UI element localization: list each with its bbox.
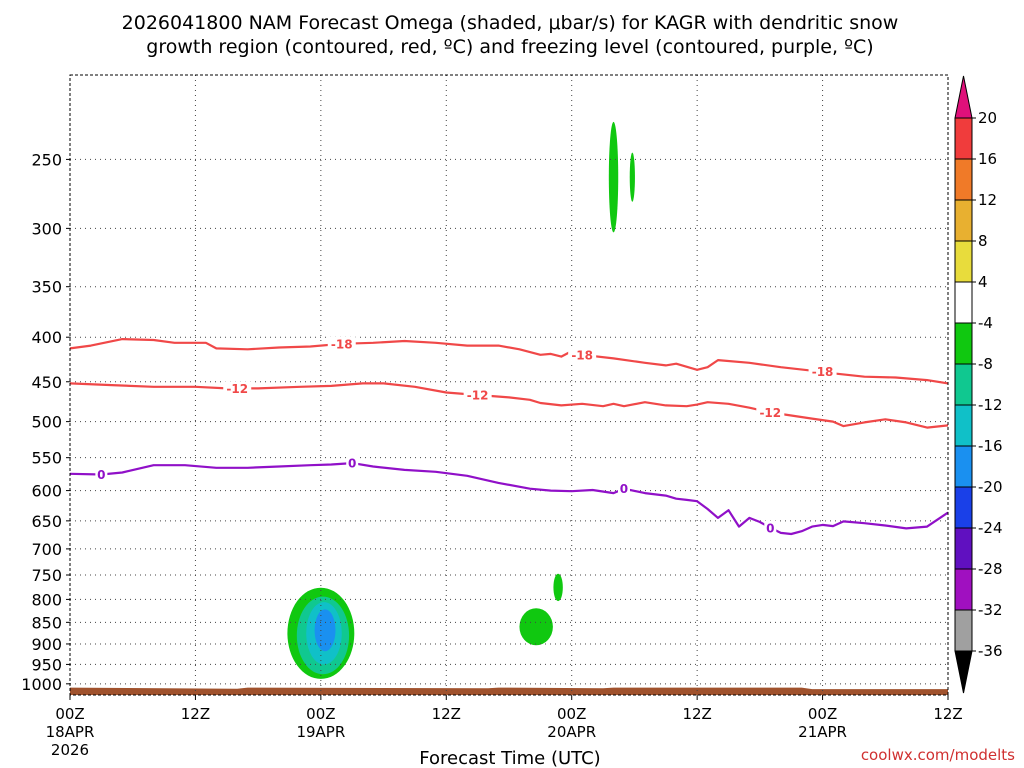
omega-lower-mid xyxy=(519,608,553,646)
colorbar-label-3: 8 xyxy=(978,232,988,250)
y-tick-label-750: 750 xyxy=(31,566,62,585)
ground-surface xyxy=(70,687,948,695)
colorbar-bin-10 xyxy=(954,527,973,570)
x-tick-label-2: 00Z xyxy=(306,705,335,723)
y-tick-label-550: 550 xyxy=(31,449,62,468)
x-tick-label-0: 00Z xyxy=(55,705,84,723)
freezing-level-0-label-bg-2 xyxy=(617,481,630,496)
freezing-level-0-label-bg-1 xyxy=(346,456,359,471)
freezing-level-0-label-0: 0 xyxy=(97,468,105,482)
freezing-level-0-line xyxy=(69,462,949,536)
x-tick-label-4: 00Z xyxy=(557,705,586,723)
x-tick-date-2: 19APR xyxy=(296,723,345,741)
y-tick-label-850: 850 xyxy=(31,613,62,632)
colorbar-bin-5 xyxy=(954,322,973,365)
x-tick-label-1: 12Z xyxy=(181,705,210,723)
omega-upper-a xyxy=(608,121,619,233)
y-tick-label-300: 300 xyxy=(31,219,62,238)
colorbar-bottom-arrow xyxy=(954,650,973,694)
x-tick-year-0: 2026 xyxy=(51,741,89,759)
temp-minus-12-label-bg-1 xyxy=(463,387,492,402)
credit-text: coolwx.com/modelts xyxy=(861,746,1015,764)
x-tick-date-6: 21APR xyxy=(798,723,847,741)
freezing-level-0-label-2: 0 xyxy=(620,482,628,496)
plot-area: -18 -18 -18 -12 -12 -12 0 0 0 0 xyxy=(69,74,949,696)
temp-minus-12-label-2: -12 xyxy=(759,406,781,420)
y-tick-label-800: 800 xyxy=(31,590,62,609)
temp-minus-12-label-bg-0 xyxy=(223,381,252,396)
y-tick-label-1000: 1000 xyxy=(21,675,62,694)
x-tick-label-3: 12Z xyxy=(432,705,461,723)
y-tick-label-350: 350 xyxy=(31,278,62,297)
freezing-level-0-label-bg-3 xyxy=(764,520,777,535)
x-tick-label-5: 12Z xyxy=(682,705,711,723)
freezing-level-0-label-3: 0 xyxy=(766,521,774,535)
temp-minus-18-label-0: -18 xyxy=(331,337,353,351)
temp-minus-18-label-bg-1 xyxy=(568,347,597,362)
colorbar-bin-8 xyxy=(954,445,973,488)
y-tick-label-400: 400 xyxy=(31,328,62,347)
y-tick-label-900: 900 xyxy=(31,635,62,654)
y-tick-label-600: 600 xyxy=(31,482,62,501)
temp-minus-12-label-0: -12 xyxy=(226,382,248,396)
x-tick-label-7: 12Z xyxy=(933,705,962,723)
plot-frame xyxy=(69,74,949,696)
colorbar-label-5: -4 xyxy=(978,314,993,332)
x-axis-title: Forecast Time (UTC) xyxy=(419,748,600,768)
colorbar-label-0: 20 xyxy=(978,109,997,127)
colorbar-label-11: -28 xyxy=(978,560,1003,578)
omega-low-4 xyxy=(314,609,336,652)
x-tick-label-6: 00Z xyxy=(808,705,837,723)
x-tick-date-0: 18APR xyxy=(46,723,95,741)
colorbar-label-13: -36 xyxy=(978,642,1003,660)
temp-minus-18-label-bg-0 xyxy=(327,336,356,351)
chart-title-line2: growth region (contoured, red, ºC) and f… xyxy=(146,36,873,58)
y-axis: 250 300 350 400 450 500 550 600 650 700 750 800 850 9… xyxy=(21,150,70,694)
colorbar-bin-11 xyxy=(954,568,973,611)
y-tick-label-700: 700 xyxy=(31,540,62,559)
colorbar-label-7: -12 xyxy=(978,396,1003,414)
colorbar-label-8: -16 xyxy=(978,437,1003,455)
colorbar-label-6: -8 xyxy=(978,355,993,373)
colorbar-bin-7 xyxy=(954,404,973,447)
chart-title-line1: 2026041800 NAM Forecast Omega (shaded, μ… xyxy=(122,12,899,34)
y-tick-label-650: 650 xyxy=(31,512,62,531)
temp-minus-12-label-1: -12 xyxy=(467,388,489,402)
omega-colorbar: 20 16 12 8 4 -4 -8 -12 -16 -20 -24 -28 -32 -36 xyxy=(954,75,1003,694)
y-tick-label-250: 250 xyxy=(31,150,62,169)
colorbar-label-1: 16 xyxy=(978,150,997,168)
colorbar-label-2: 12 xyxy=(978,191,997,209)
colorbar-bin-12 xyxy=(954,609,973,652)
temp-minus-18-line xyxy=(69,338,949,385)
temp-minus-18-label-1: -18 xyxy=(571,348,593,362)
colorbar-bin-1 xyxy=(954,158,973,201)
omega-upper-b xyxy=(629,152,635,202)
colorbar-bin-0 xyxy=(954,117,973,160)
x-tick-date-4: 20APR xyxy=(547,723,596,741)
y-tick-label-450: 450 xyxy=(31,373,62,392)
colorbar-label-10: -24 xyxy=(978,519,1003,537)
freezing-level-0-label-1: 0 xyxy=(348,457,356,471)
colorbar-label-9: -20 xyxy=(978,478,1003,496)
y-tick-label-950: 950 xyxy=(31,655,62,674)
colorbar-label-4: 4 xyxy=(978,273,988,291)
temp-minus-12-label-bg-2 xyxy=(756,405,785,420)
y-tick-label-500: 500 xyxy=(31,413,62,432)
temp-minus-12-line xyxy=(69,382,949,429)
colorbar-bin-4 xyxy=(954,281,973,324)
omega-mid-positive xyxy=(553,573,563,602)
colorbar-bin-6 xyxy=(954,363,973,406)
temp-minus-18-label-bg-2 xyxy=(808,364,837,379)
colorbar-label-12: -32 xyxy=(978,601,1003,619)
colorbar-bin-9 xyxy=(954,486,973,529)
colorbar-bin-2 xyxy=(954,199,973,242)
colorbar-top-arrow xyxy=(954,75,973,119)
colorbar-bin-3 xyxy=(954,240,973,283)
freezing-level-0-label-bg-0 xyxy=(95,467,108,482)
temp-minus-18-label-2: -18 xyxy=(812,365,834,379)
